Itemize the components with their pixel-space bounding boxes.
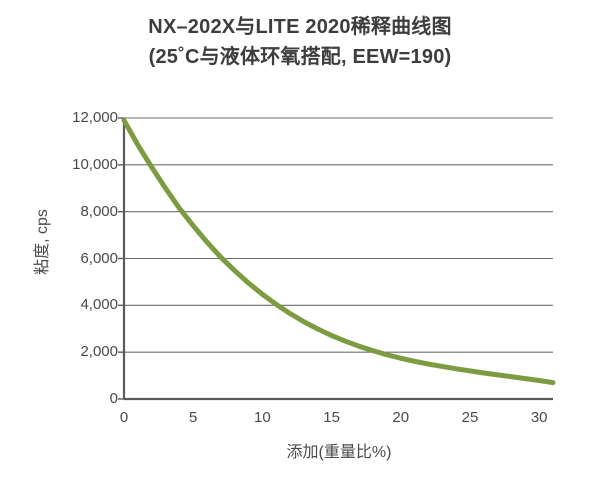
gridlines bbox=[124, 117, 553, 353]
y-axis-ticks bbox=[118, 117, 124, 400]
y-tick-label: 8,000 bbox=[80, 202, 118, 220]
x-tick-label: 30 bbox=[530, 409, 548, 426]
y-tick-label: 12,000 bbox=[72, 109, 118, 126]
chart-title: NX–202X与LITE 2020稀释曲线图 (25˚C与液体环氧搭配, EEW… bbox=[0, 12, 600, 72]
y-axis-title: 粘度, cps bbox=[34, 209, 51, 275]
x-axis-title: 添加(重量比%) bbox=[286, 444, 392, 461]
x-tick-label: 0 bbox=[119, 409, 129, 426]
y-axis-tick-labels: 0 2,000 4,000 6,000 8,000 10,000 12,000 bbox=[46, 0, 118, 500]
y-tick-label: 6,000 bbox=[80, 249, 118, 267]
x-tick-label: 20 bbox=[392, 409, 410, 426]
y-tick-label: 10,000 bbox=[72, 155, 118, 173]
x-tick-label: 15 bbox=[323, 409, 340, 426]
x-tick-label: 25 bbox=[461, 409, 479, 426]
x-tick-label: 10 bbox=[254, 409, 271, 426]
data-series-line bbox=[121, 117, 556, 386]
y-tick-label: 0 bbox=[109, 390, 118, 407]
chart-title-line-2: (25˚C与液体环氧搭配, EEW=190) bbox=[148, 46, 452, 68]
chart-title-line-1: NX–202X与LITE 2020稀释曲线图 bbox=[148, 16, 452, 38]
y-tick-label: 2,000 bbox=[80, 343, 118, 361]
y-tick-label: 4,000 bbox=[80, 296, 118, 314]
x-tick-label: 5 bbox=[189, 409, 198, 426]
